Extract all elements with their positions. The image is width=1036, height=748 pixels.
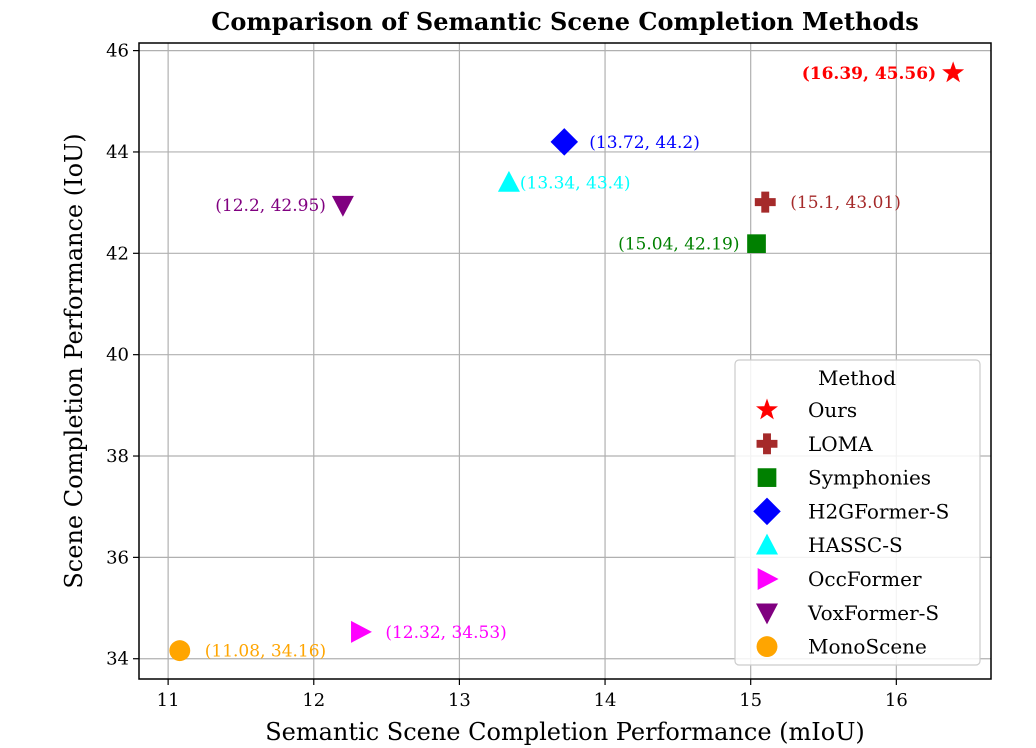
y-axis-label: Scene Completion Performance (IoU) bbox=[60, 133, 88, 588]
x-tick-label: 15 bbox=[739, 690, 762, 711]
legend-marker bbox=[757, 468, 777, 487]
data-label: (12.2, 42.95) bbox=[215, 196, 326, 216]
data-label: (12.32, 34.53) bbox=[385, 623, 506, 643]
legend-entry-label: OccFormer bbox=[808, 567, 922, 591]
point-h2gformer-s bbox=[550, 128, 579, 156]
legend-marker bbox=[756, 398, 778, 420]
y-tick-label: 42 bbox=[106, 243, 129, 264]
data-points bbox=[169, 61, 965, 662]
data-label: (13.72, 44.2) bbox=[589, 133, 700, 153]
plot-frame bbox=[138, 42, 992, 680]
legend-marker bbox=[756, 636, 778, 658]
y-tick-label: 46 bbox=[106, 41, 129, 62]
y-tick-label: 38 bbox=[106, 446, 129, 467]
legend-marker bbox=[756, 533, 778, 555]
legend-marker bbox=[756, 433, 778, 455]
y-tick-label: 36 bbox=[106, 547, 129, 568]
y-tick-label: 34 bbox=[106, 649, 129, 670]
data-label: (16.39, 45.56) bbox=[802, 64, 936, 84]
x-tick-label: 14 bbox=[594, 690, 617, 711]
legend-entry-label: HASSC-S bbox=[808, 533, 903, 557]
x-tick-label: 13 bbox=[448, 690, 471, 711]
legend-entry-label: VoxFormer-S bbox=[807, 601, 939, 625]
point-loma bbox=[754, 191, 776, 213]
legend-entry-label: LOMA bbox=[808, 432, 873, 456]
legend-items: Ours LOMA Symphonies H2GFormer-S HASSC-S OccF… bbox=[753, 398, 949, 659]
axis-ticks: 11 12 13 14 15 16 34 36 38 40 42 44 46 bbox=[106, 41, 908, 711]
x-axis-label: Semantic Scene Completion Performance (m… bbox=[265, 718, 865, 746]
point-symphonies bbox=[747, 234, 766, 254]
legend: Method Ours LOMA Symphonies H2GFormer-S HASS… bbox=[734, 359, 981, 666]
data-label: (13.34, 43.4) bbox=[520, 173, 631, 193]
legend-entry-label: H2GFormer-S bbox=[808, 499, 949, 523]
data-label: (15.1, 43.01) bbox=[790, 193, 901, 213]
legend-marker bbox=[756, 603, 778, 625]
data-label: (11.08, 34.16) bbox=[205, 642, 326, 662]
legend-title: Method bbox=[818, 366, 896, 390]
legend-entry-label: Symphonies bbox=[808, 466, 931, 490]
data-label: (15.04, 42.19) bbox=[618, 235, 739, 255]
legend-entry-label: MonoScene bbox=[808, 635, 927, 659]
point-ours bbox=[942, 61, 965, 83]
y-tick-label: 44 bbox=[106, 142, 129, 163]
point-occformer bbox=[351, 620, 372, 643]
point-voxformer-s bbox=[331, 195, 354, 217]
point-monoscene bbox=[169, 640, 191, 662]
point-hassc-s bbox=[497, 170, 520, 192]
legend-entry-label: Ours bbox=[808, 398, 857, 422]
legend-box bbox=[734, 359, 981, 666]
x-tick-label: 16 bbox=[885, 690, 908, 711]
chart-title: Comparison of Semantic Scene Completion … bbox=[211, 7, 918, 36]
legend-marker bbox=[757, 568, 779, 590]
legend-marker bbox=[753, 497, 781, 526]
data-labels: (16.39, 45.56) (15.1, 43.01) (15.04, 42.19… bbox=[205, 64, 936, 662]
x-tick-label: 12 bbox=[302, 690, 325, 711]
x-tick-label: 11 bbox=[157, 690, 180, 711]
y-tick-label: 40 bbox=[106, 345, 129, 366]
